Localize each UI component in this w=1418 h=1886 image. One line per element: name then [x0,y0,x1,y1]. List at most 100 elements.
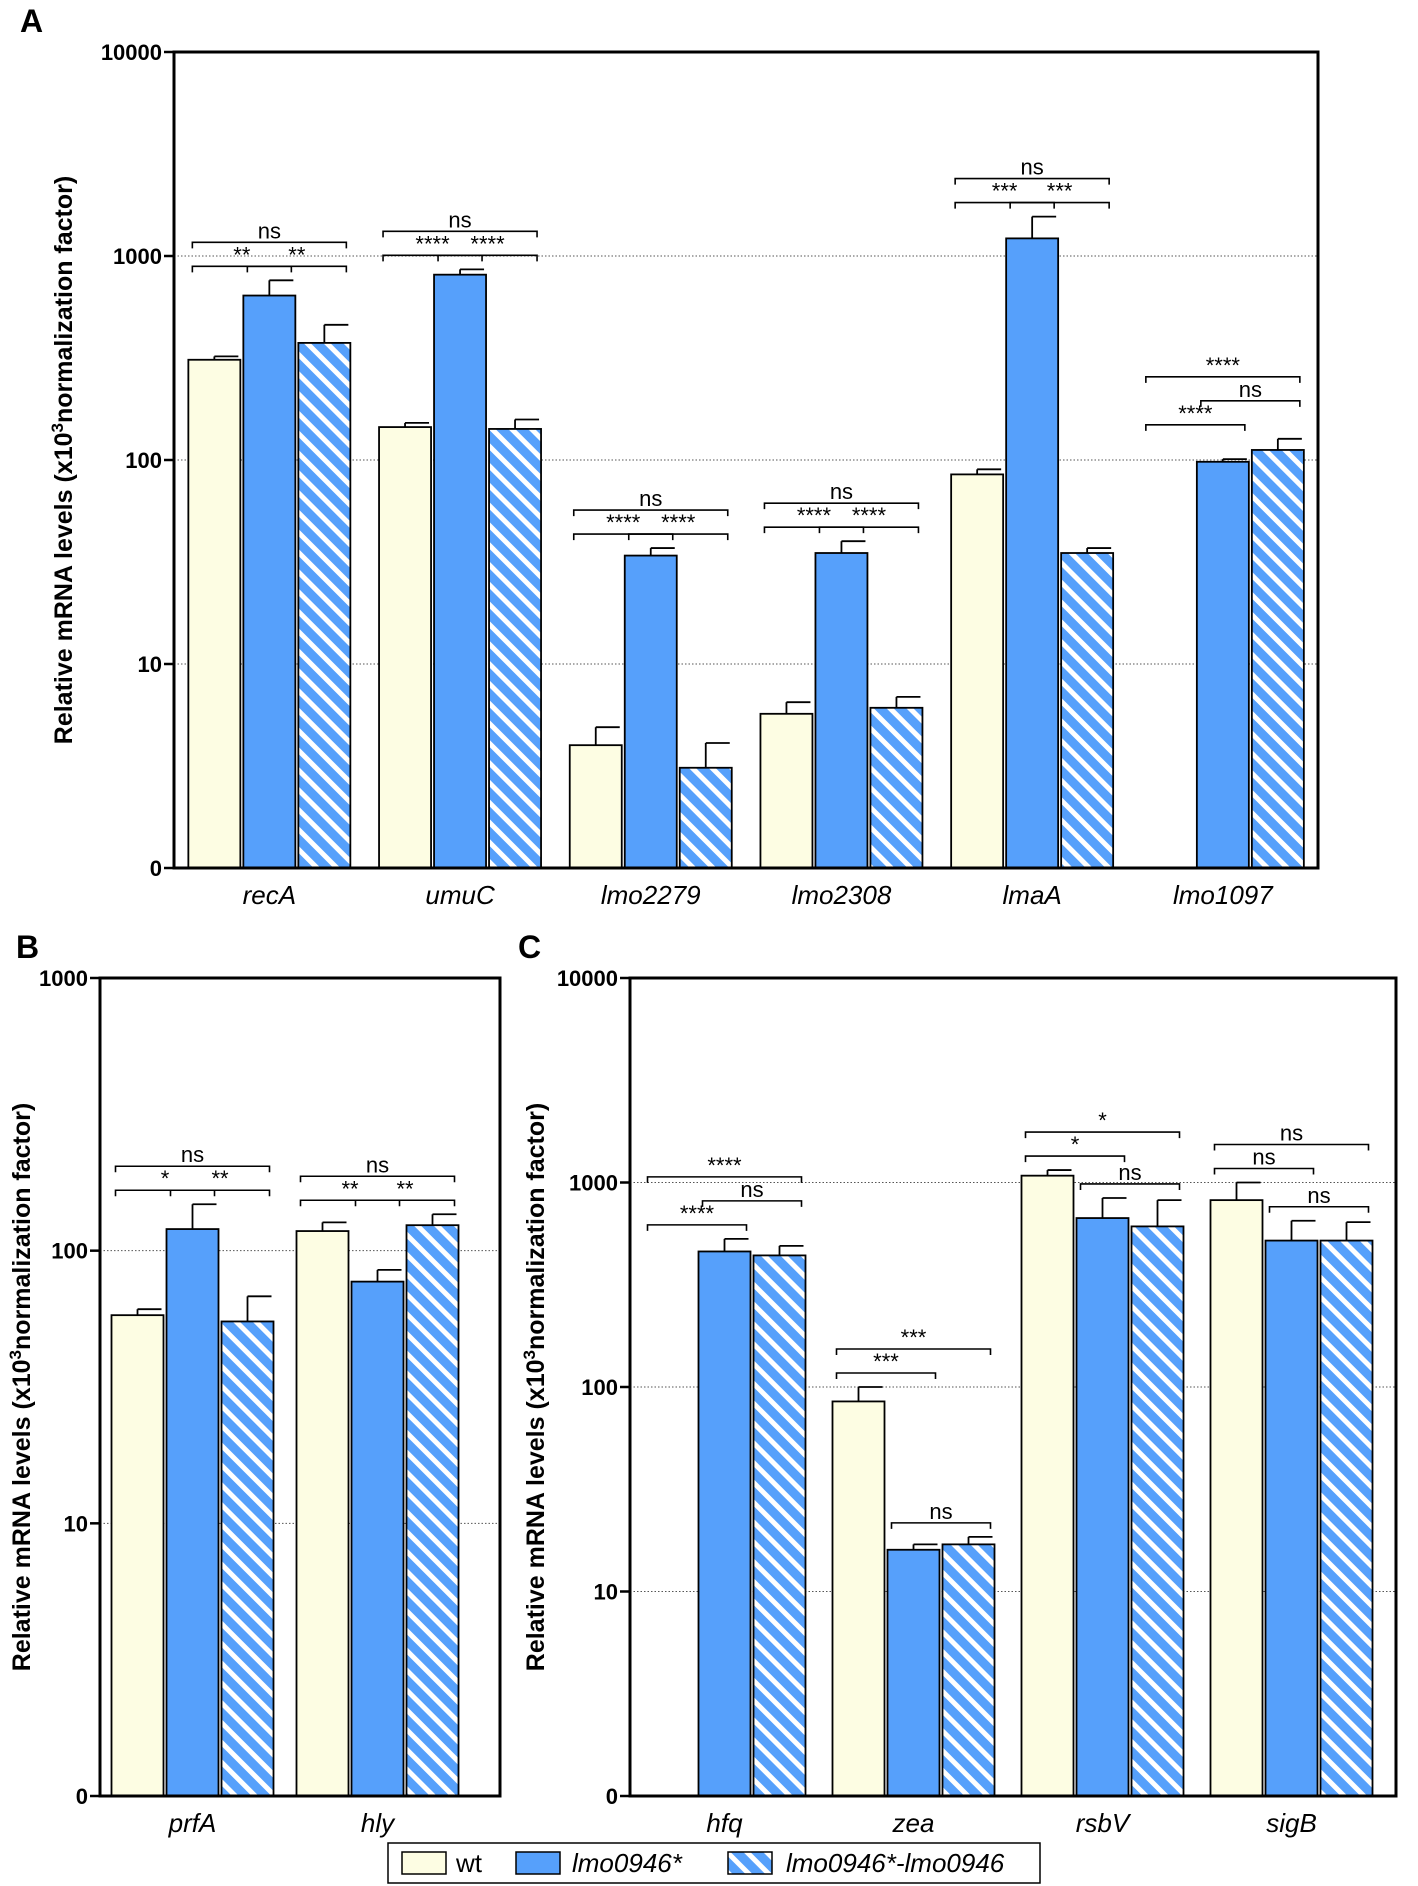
sig-label-a-7: **** [661,510,696,535]
sig-bracket-c-6 [1024,1155,1126,1163]
sig-bracket-c-8 [1024,1131,1181,1139]
category-label-a-umuC: umuC [425,880,495,910]
sig-label-b-5: ns [366,1152,389,1177]
category-label-a-lmo2279: lmo2279 [601,880,701,910]
sig-bracket-a-16 [1200,400,1301,407]
bar-a-lmaA-wt [950,473,1005,869]
sig-label-a-13: *** [1047,179,1073,204]
ytick-label-c-4: 10000 [557,966,618,991]
sig-label-b-3: ** [341,1176,359,1201]
sig-bracket-a-0 [191,265,293,273]
bar-a-recA-wt [187,358,242,869]
bar-a-recA-lmo0946* [242,294,297,869]
sig-bracket-a-11 [763,502,920,510]
panel-letter-a: A [20,3,43,39]
sig-label-a-15: **** [1178,401,1213,426]
sig-label-c-9: ns [1252,1145,1275,1170]
ytick-label-b-3: 1000 [39,966,88,991]
sig-bracket-a-3 [382,254,483,262]
sig-bracket-c-7 [1079,1183,1181,1190]
sig-label-c-3: *** [873,1349,899,1374]
sig-bracket-a-9 [763,526,865,534]
legend-label-complemented: lmo0946*-lmo0946 [786,1848,1005,1878]
y-axis-label-part2-b: normalization factor) [8,1103,36,1350]
sig-bracket-b-2 [114,1165,271,1173]
ytick-label-a-0: 0 [150,856,162,881]
bar-a-lmo1097-lmo0946*-lmo0946 [1250,449,1305,869]
bar-a-lmo2308-wt [759,712,814,869]
category-label-a-lmo1097: lmo1097 [1173,880,1274,910]
bar-c-hfq-lmo0946*-lmo0946 [752,1254,807,1797]
bar-a-lmaA-lmo0946* [1005,237,1060,869]
sig-bracket-a-5 [382,230,538,238]
y-axis-label-c: Relative mRNA levels (x103normalization … [520,1103,551,1671]
bar-c-rsbV-lmo0946*-lmo0946 [1130,1225,1185,1797]
legend-swatch-wt [401,1851,447,1875]
bar-a-umuC-lmo0946* [433,273,487,869]
ytick-label-a-3: 1000 [113,244,162,269]
sig-label-a-9: **** [797,503,832,528]
y-axis-label-part1-a: Relative mRNA levels (x10 [50,432,78,744]
sig-bracket-b-4 [354,1199,456,1207]
sig-bracket-a-6 [572,533,674,541]
sig-bracket-b-3 [299,1199,401,1207]
y-axis-label-sup-a: 3 [48,423,67,432]
sig-bracket-c-5 [835,1348,992,1355]
sig-bracket-b-5 [299,1175,456,1183]
sig-bracket-c-9 [1213,1167,1315,1175]
sig-bracket-c-3 [835,1372,937,1379]
y-axis-label-part2-a: normalization factor) [50,176,78,423]
bar-b-prfA-lmo0946*-lmo0946 [220,1320,275,1797]
sig-label-a-8: ns [639,486,662,511]
sig-label-a-1: ** [288,242,306,267]
category-label-c-rsbV: rsbV [1076,1808,1132,1838]
ytick-label-a-4: 10000 [101,40,162,65]
sig-label-a-5: ns [448,207,471,232]
legend-swatch-complemented [727,1851,773,1875]
sig-label-b-4: ** [396,1176,414,1201]
sig-label-b-2: ns [181,1142,204,1167]
sig-label-a-16: ns [1239,377,1262,402]
bar-b-hly-lmo0946* [350,1280,405,1797]
sig-label-c-10: ns [1307,1183,1330,1208]
bar-c-sigB-lmo0946*-lmo0946 [1319,1239,1374,1797]
sig-label-c-0: **** [680,1201,715,1226]
ytick-label-b-1: 10 [64,1511,88,1536]
sig-bracket-a-4 [437,254,538,262]
legend-swatch-mutant [515,1851,561,1875]
y-axis-label-b: Relative mRNA levels (x103normalization … [6,1103,37,1671]
sig-label-a-11: ns [830,479,853,504]
sig-label-c-2: **** [707,1153,742,1178]
category-label-a-lmaA: lmaA [1003,880,1062,910]
legend: wt lmo0946* lmo0946*-lmo0946 [387,1842,1041,1884]
sig-label-a-14: ns [1021,155,1044,180]
bar-c-zea-lmo0946*-lmo0946 [941,1543,996,1797]
sig-bracket-a-10 [818,526,920,534]
ytick-label-c-2: 100 [581,1375,618,1400]
sig-bracket-a-17 [1145,376,1301,383]
legend-box [387,1842,1041,1884]
panel-a-chart: recA umuC lmo2279 lmo2308 lmaA lmo1097** **ns*… [48,40,1320,910]
category-label-a-lmo2308: lmo2308 [792,880,892,910]
bar-a-lmo2308-lmo0946* [814,552,869,869]
bar-c-sigB-wt [1209,1199,1264,1797]
y-axis-label-part1-b: Relative mRNA levels (x10 [8,1359,36,1671]
sig-bracket-a-12 [954,201,1055,209]
sig-label-c-11: ns [1280,1121,1303,1146]
sig-label-a-10: **** [852,503,887,528]
panel-letter-c: C [518,929,541,965]
sig-bracket-b-1 [169,1189,271,1197]
bar-a-lmo1097-lmo0946* [1195,460,1250,869]
sig-label-c-5: *** [901,1325,927,1350]
sig-label-c-7: ns [1118,1160,1141,1185]
ytick-label-c-0: 0 [606,1784,618,1809]
sig-bracket-a-2 [191,241,348,249]
bar-c-rsbV-lmo0946* [1075,1217,1130,1797]
bar-b-hly-lmo0946*-lmo0946 [405,1224,460,1797]
sig-bracket-a-15 [1145,424,1246,431]
bar-a-lmo2279-lmo0946*-lmo0946 [678,766,733,869]
sig-bracket-a-13 [1009,201,1110,209]
bar-a-lmaA-lmo0946*-lmo0946 [1060,552,1115,869]
